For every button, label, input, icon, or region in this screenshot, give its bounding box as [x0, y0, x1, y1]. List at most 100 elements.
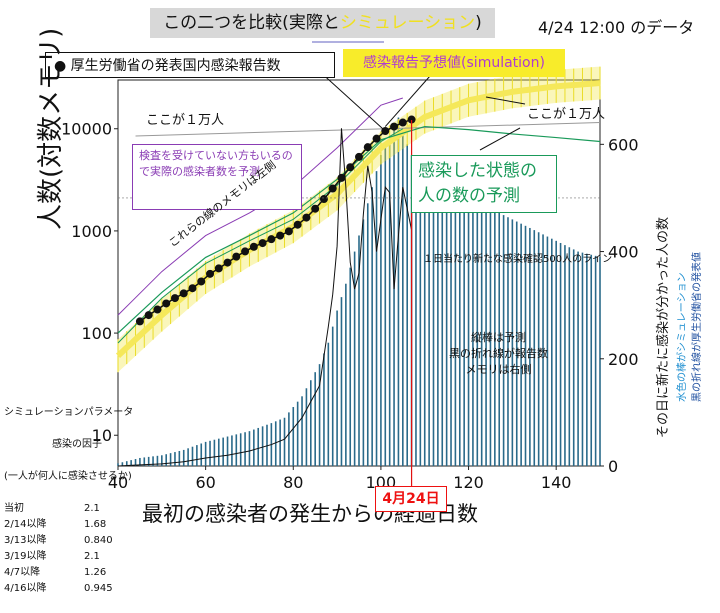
daily-sim-bar: [415, 165, 417, 466]
parameter-panel: シミュレーションパラメータ 感染の因子 (一人が何人に感染させるか) 当初 2.1…: [4, 389, 133, 613]
daily-sim-bar: [174, 452, 176, 466]
param-value: 0.945: [84, 583, 113, 594]
daily-sim-bar: [428, 184, 430, 466]
params-subtitle2: (一人が何人に感染させるか): [4, 471, 132, 482]
chart-title: この二つを比較(実際とシミュレーション): [150, 8, 495, 38]
daily-sim-bar: [599, 256, 601, 466]
daily-sim-bar: [139, 457, 141, 466]
annotation-bars: 縦棒は予測 黒の折れ線が報告数 メモリは右側: [449, 331, 548, 376]
daily-sim-bar: [494, 210, 496, 466]
reported-point: [407, 115, 416, 124]
daily-sim-bar: [310, 380, 312, 466]
param-value: 1.68: [84, 519, 107, 530]
daily-sim-bar: [336, 310, 338, 466]
reported-point: [372, 134, 381, 143]
x-tick-label: 60: [195, 473, 215, 492]
reported-point: [293, 220, 302, 229]
y-axis-right-title: その日に新たに感染が分かった人の数: [656, 216, 671, 438]
daily-sim-bar: [419, 173, 422, 466]
daily-sim-bar: [353, 251, 356, 466]
annotation-infected: 感染した状態の人の数の予測: [411, 155, 557, 213]
daily-sim-bar: [594, 255, 597, 466]
daily-sim-bar: [226, 436, 229, 466]
daily-sim-bar: [248, 431, 251, 466]
reported-point: [390, 122, 399, 131]
param-label: 3/13以降: [4, 535, 47, 546]
right-note-reported: 黒の折れ線が厚生労働省の発表値: [692, 252, 703, 402]
daily-sim-bar: [165, 454, 167, 466]
untested-lower-line: [117, 128, 404, 344]
date-label: 4/24 12:00 のデータ: [538, 18, 695, 37]
x-tick-label: 120: [453, 473, 484, 492]
param-row: 3/19以降 2.1: [4, 549, 133, 565]
reported-point: [144, 311, 153, 320]
daily-sim-bar: [375, 171, 378, 466]
daily-sim-bar: [196, 445, 198, 466]
param-row: 当初 2.1: [4, 501, 133, 517]
params-title: シミュレーションパラメータ: [4, 407, 134, 418]
reported-point: [311, 204, 320, 213]
param-label: 2/14以降: [4, 519, 47, 530]
daily-sim-bar: [152, 456, 154, 466]
daily-sim-bar: [564, 245, 566, 466]
daily-sim-bar: [349, 267, 352, 466]
daily-sim-bar: [406, 144, 408, 467]
daily-sim-bar: [524, 225, 527, 466]
daily-sim-bar: [274, 421, 277, 466]
daily-sim-bar: [279, 419, 281, 466]
daily-sim-bar: [371, 187, 373, 466]
daily-sim-bar: [187, 448, 189, 466]
reported-point: [206, 269, 215, 278]
daily-sim-bar: [432, 187, 435, 466]
daily-sim-bar: [235, 434, 238, 466]
daily-sim-bar: [288, 412, 290, 466]
param-value: 1.26: [84, 567, 107, 578]
x-tick-label: 140: [541, 473, 572, 492]
daily-sim-bar: [551, 238, 553, 466]
daily-sim-bar: [345, 283, 347, 466]
daily-sim-bar: [161, 455, 163, 466]
daily-sim-bar: [520, 223, 522, 466]
param-label: 4/16以降: [4, 583, 47, 594]
title-part2: シミュレーション: [339, 13, 476, 33]
daily-sim-bar: [318, 364, 321, 466]
annotation-500-line: １日当たり新たな感染確認500人のライン: [423, 254, 613, 265]
params-subtitle1: 感染の因子: [52, 439, 102, 450]
daily-reported-line: [117, 128, 413, 467]
daily-sim-bar: [515, 221, 518, 466]
reported-point: [188, 284, 197, 293]
legend-connector-simulation: [384, 75, 431, 127]
daily-sim-bar: [586, 253, 588, 466]
right-note-simulation: 水色の棒がシミュレーション: [677, 272, 688, 402]
reported-point: [302, 213, 311, 222]
daily-sim-bar: [213, 439, 216, 466]
param-row: 2/14以降 1.68: [4, 517, 133, 533]
annotation-untested: 検査を受けていない方もいるので実際の感染者数を予測: [132, 144, 302, 210]
daily-sim-bar: [301, 396, 303, 466]
param-label: 3/19以降: [4, 551, 47, 562]
reported-point: [232, 252, 241, 261]
reference-10k-line: [135, 122, 601, 137]
reported-point: [284, 227, 293, 236]
daily-sim-bar: [533, 230, 536, 466]
daily-sim-bar: [577, 251, 579, 466]
daily-sim-bar: [191, 446, 194, 466]
reported-point: [162, 299, 171, 308]
daily-sim-bar: [423, 181, 426, 466]
daily-sim-bar: [239, 433, 242, 466]
daily-sim-bar: [366, 203, 369, 467]
daily-sim-bar: [480, 204, 483, 466]
reported-point: [363, 143, 372, 152]
daily-sim-bar: [463, 196, 465, 466]
y-left-tick-label: 10000: [61, 120, 112, 139]
y-left-tick-label: 10: [92, 426, 112, 445]
daily-sim-bar: [222, 437, 224, 466]
daily-sim-bar: [130, 460, 132, 466]
daily-sim-bar: [178, 450, 181, 466]
daily-sim-bar: [231, 435, 233, 466]
daily-sim-bar: [472, 200, 474, 467]
reported-point: [179, 289, 188, 298]
daily-sim-bar: [182, 449, 185, 466]
daily-sim-bar: [393, 128, 395, 466]
reported-point: [398, 118, 407, 127]
